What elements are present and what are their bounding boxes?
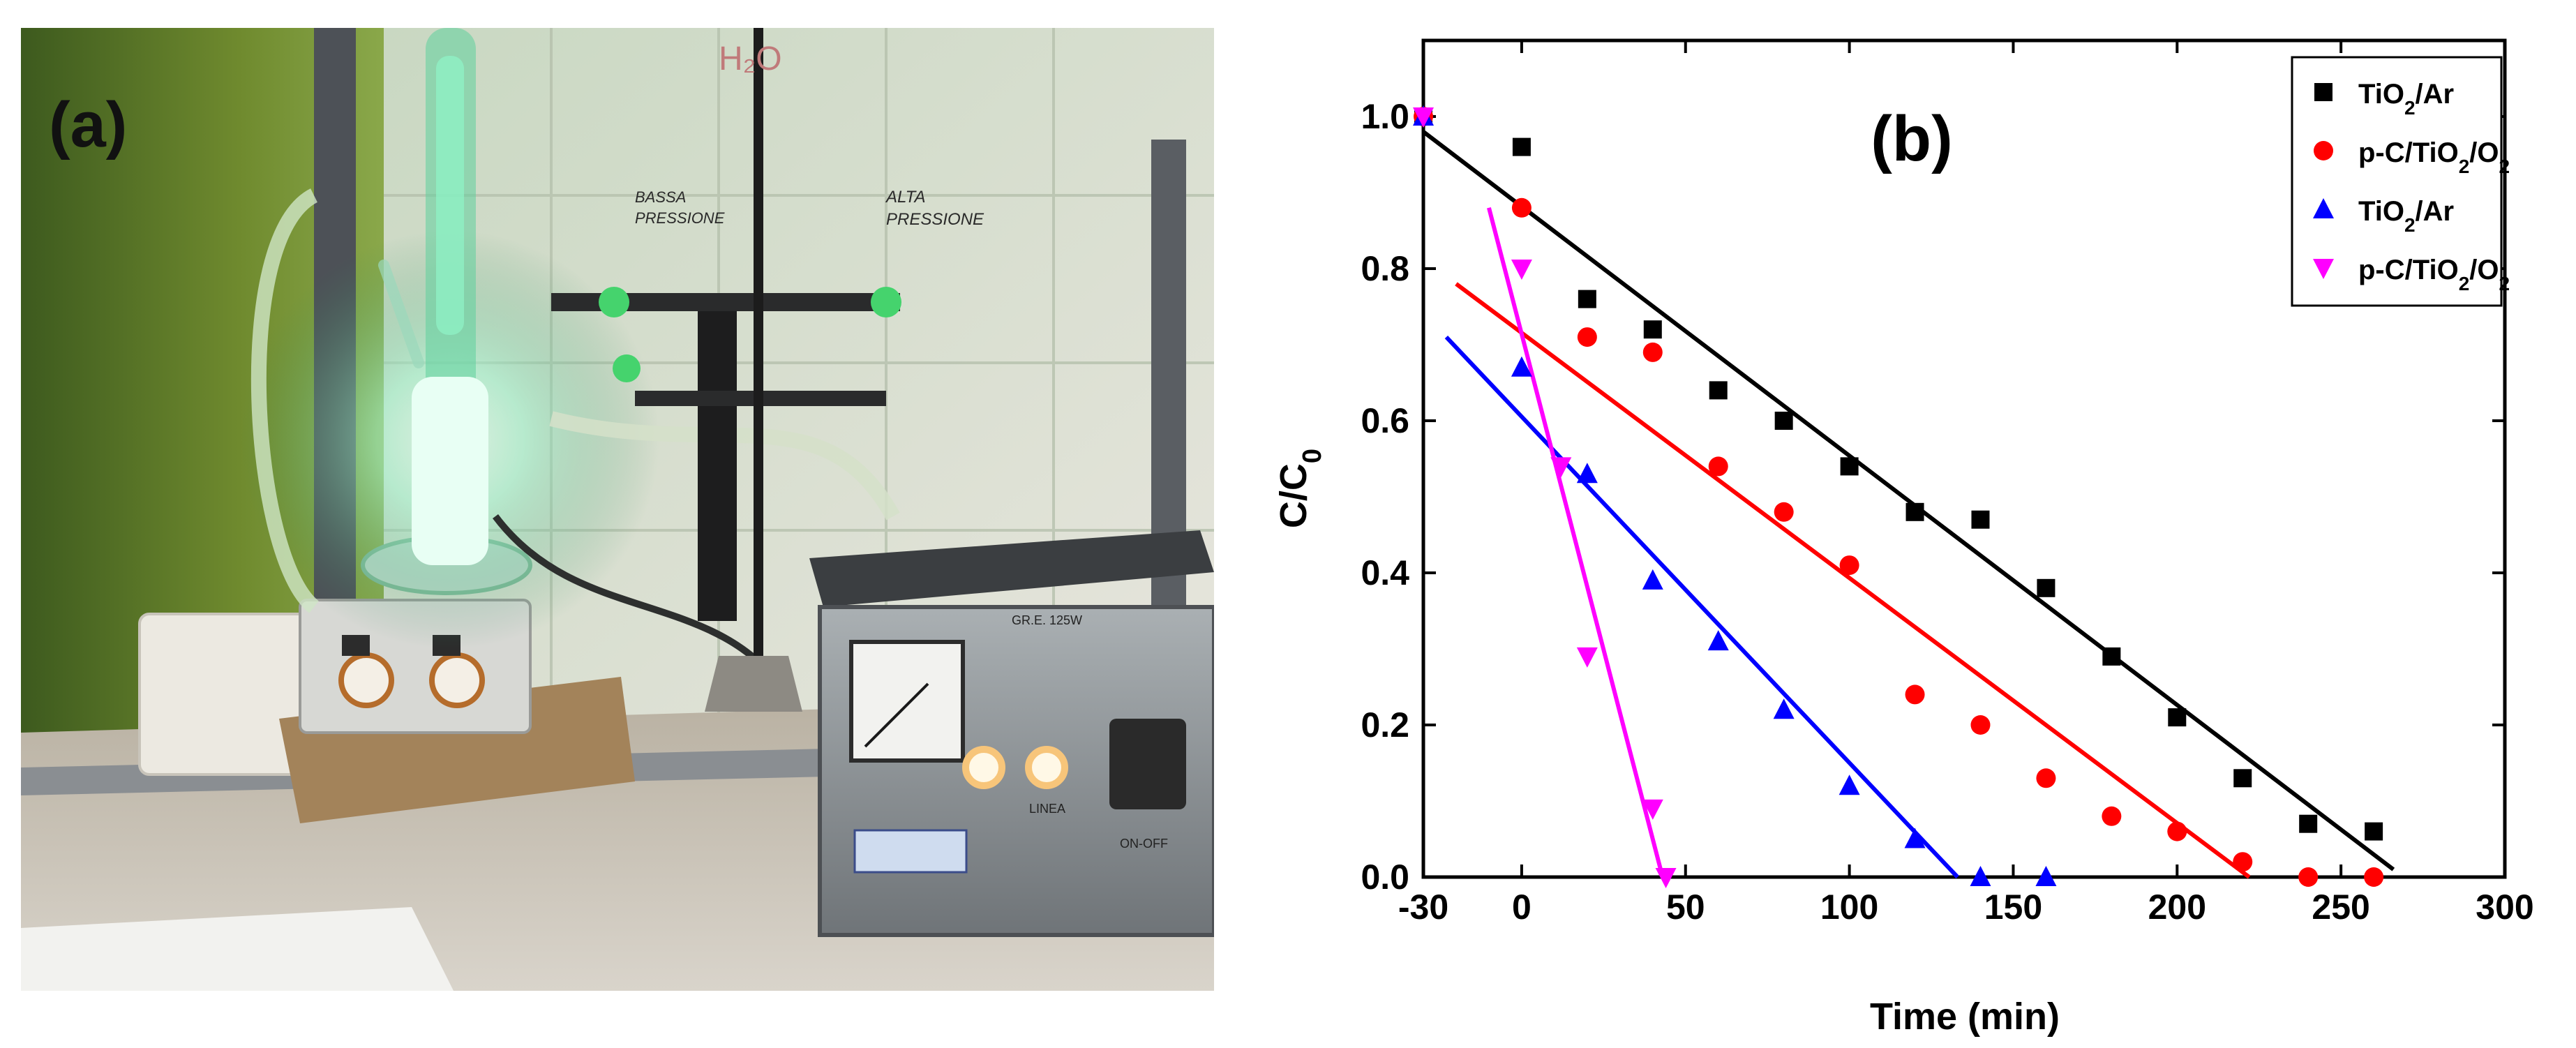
data-point-series-1 xyxy=(1709,381,1728,400)
y-tick-label: 0.6 xyxy=(1361,401,1409,440)
lab-setup-photo: (a) H₂O BASSA PRESSIONE ALTA PRESSIONE G… xyxy=(21,28,1214,991)
data-point-series-1 xyxy=(2037,578,2055,597)
data-point-series-2 xyxy=(2364,867,2384,887)
plot-frame xyxy=(1421,38,2507,879)
chart-panel-b: -30 0 50 100 150 200 250 300 0.0 0.2 0.4 0.6 0.8 1.0 … xyxy=(1228,0,2576,1045)
fit-line-series-4 xyxy=(1487,207,1665,878)
data-point-series-1 xyxy=(1643,320,1662,339)
fit-line-series-3 xyxy=(1444,336,1959,879)
data-point-series-1 xyxy=(1840,457,1859,476)
panel-b-label: (b) xyxy=(1871,103,1952,174)
x-axis-title: Time (min) xyxy=(1870,996,2060,1038)
x-tick-label: 100 xyxy=(1820,888,1878,927)
data-point-series-4 xyxy=(1642,799,1663,820)
data-point-series-4 xyxy=(1576,647,1598,668)
markers-layer xyxy=(1413,105,2384,888)
fit-line-series-1 xyxy=(1422,130,2395,871)
y-tick-label: 0.8 xyxy=(1361,249,1409,288)
x-tick-label: 50 xyxy=(1666,888,1705,927)
data-point-series-2 xyxy=(2298,867,2319,887)
data-point-series-1 xyxy=(1774,412,1793,430)
wall-label-h2o: H₂O xyxy=(719,40,782,77)
data-point-series-2 xyxy=(1577,327,1597,347)
data-point-series-2 xyxy=(1642,342,1663,362)
note-low-line2: PRESSIONE xyxy=(635,209,725,227)
device-label: GR.E. 125W xyxy=(1012,613,1082,627)
data-point-series-2 xyxy=(1970,715,1991,735)
fit-lines-layer xyxy=(1422,130,2395,879)
data-point-series-3 xyxy=(1904,828,1926,848)
x-tick-label: 150 xyxy=(1984,888,2042,927)
data-point-series-3 xyxy=(1511,356,1532,377)
data-point-series-2 xyxy=(2167,821,2187,841)
y-tick-label: 1.0 xyxy=(1361,97,1409,136)
y-tick-label: 0.2 xyxy=(1361,705,1409,744)
data-point-series-2 xyxy=(1774,502,1794,522)
degradation-chart: -30 0 50 100 150 200 250 3000.00.20.40.60.81.0 … xyxy=(1273,38,2534,1038)
legend-marker-series-2 xyxy=(2314,141,2333,160)
photo-panel-a: (a) H₂O BASSA PRESSIONE ALTA PRESSIONE G… xyxy=(21,28,1214,991)
data-point-series-3 xyxy=(1839,774,1860,795)
x-tick-label: 0 xyxy=(1512,888,1532,927)
legend-label-series-2: p-C/TiO2/O2 xyxy=(2358,137,2510,177)
data-point-series-2 xyxy=(1905,684,1925,705)
legend: TiO2/Ar p-C/TiO2/O2 TiO2/Ar p-C/TiO2/O2 xyxy=(2291,56,2510,307)
legend-label-series-3: TiO2/Ar xyxy=(2358,196,2454,236)
legend-label-series-1: TiO2/Ar xyxy=(2358,79,2454,119)
note-low-line1: BASSA xyxy=(635,188,686,206)
legend-label-series-4: p-C/TiO2/O2 xyxy=(2358,255,2510,294)
legend-marker-series-4 xyxy=(2313,259,2334,279)
legend-marker-series-3 xyxy=(2313,198,2334,218)
note-high-line1: ALTA xyxy=(885,188,925,207)
fit-line-series-2 xyxy=(1455,282,2251,879)
data-point-series-3 xyxy=(1576,463,1598,484)
legend-marker-series-1 xyxy=(2314,83,2332,101)
data-point-series-4 xyxy=(1550,457,1572,478)
x-tick-label: -30 xyxy=(1398,888,1448,927)
axes-layer: -30 0 50 100 150 200 250 300 0.0 0.2 0.4 0.6 0.8 1.0 xyxy=(1361,38,2534,927)
data-point-series-3 xyxy=(1773,698,1795,719)
switch-label: ON-OFF xyxy=(1120,837,1168,851)
lamp-label: LINEA xyxy=(1029,802,1065,816)
data-point-series-1 xyxy=(2299,814,2318,833)
data-point-series-2 xyxy=(1708,456,1728,477)
data-point-series-1 xyxy=(2168,708,2187,727)
note-high-line2: PRESSIONE xyxy=(886,210,984,229)
data-point-series-1 xyxy=(1512,137,1531,156)
data-point-series-1 xyxy=(1905,502,1924,521)
data-point-series-2 xyxy=(2102,806,2122,826)
y-tick-label: 0.0 xyxy=(1361,858,1409,897)
x-tick-label: 250 xyxy=(2312,888,2369,927)
data-point-series-4 xyxy=(1655,868,1677,888)
data-point-series-2 xyxy=(1839,555,1859,576)
data-point-series-2 xyxy=(2233,852,2253,872)
data-point-series-2 xyxy=(2036,768,2056,788)
data-point-series-1 xyxy=(1578,290,1596,308)
y-tick-label: 0.4 xyxy=(1361,553,1409,592)
y-axis-title: C/C0 xyxy=(1273,449,1327,528)
data-point-series-3 xyxy=(1707,630,1729,651)
x-tick-label: 300 xyxy=(2476,888,2533,927)
data-point-series-1 xyxy=(2365,822,2383,841)
x-tick-label: 200 xyxy=(2148,888,2206,927)
data-point-series-1 xyxy=(2102,647,2121,666)
data-point-series-3 xyxy=(1970,866,1991,886)
data-point-series-4 xyxy=(1511,260,1532,280)
panel-a-label: (a) xyxy=(49,89,127,160)
data-point-series-3 xyxy=(1642,569,1663,590)
data-point-series-4 xyxy=(1413,107,1434,128)
data-point-series-1 xyxy=(2233,769,2252,788)
data-point-series-3 xyxy=(2035,866,2057,886)
data-point-series-2 xyxy=(1511,197,1532,218)
data-point-series-1 xyxy=(1971,510,1990,529)
